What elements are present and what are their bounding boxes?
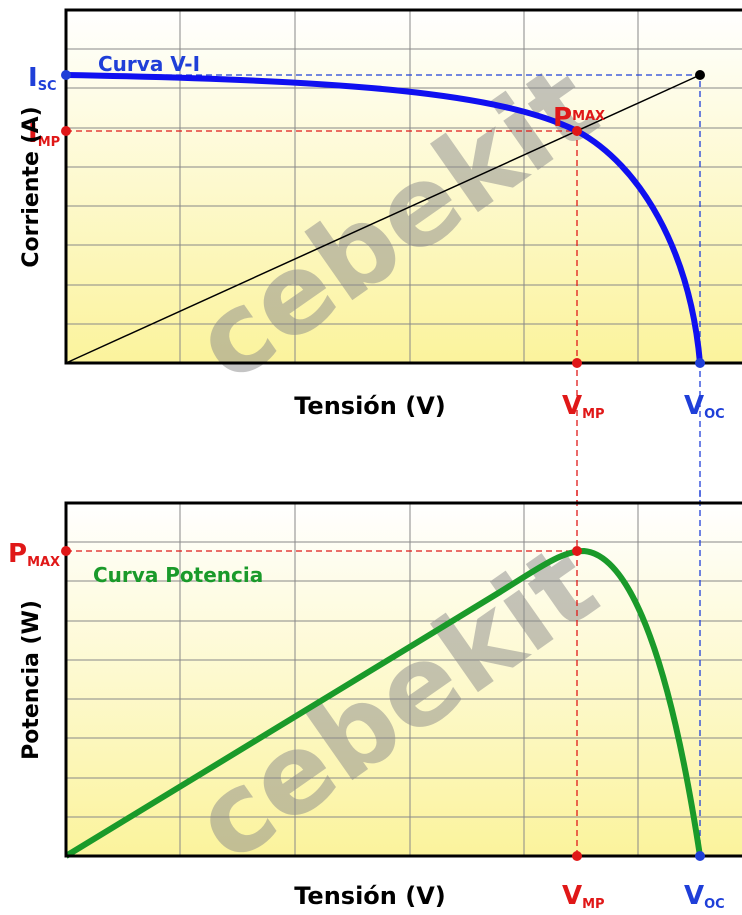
label-part: OC bbox=[704, 897, 725, 912]
label-part: MP bbox=[38, 135, 60, 150]
label-part: P bbox=[553, 103, 572, 133]
load-line bbox=[65, 74, 701, 364]
point bbox=[61, 70, 71, 80]
y-axis-label: Potencia (W) bbox=[19, 600, 44, 760]
point bbox=[61, 546, 71, 556]
point bbox=[572, 358, 582, 368]
point bbox=[695, 358, 705, 368]
label-part: OC bbox=[704, 407, 725, 422]
isc-label: ISC bbox=[28, 63, 57, 94]
y-axis-label: Corriente (A) bbox=[19, 106, 44, 267]
bottom-chart: cebekit Curva Potencia PMAX Potencia (W)… bbox=[8, 490, 742, 912]
point bbox=[61, 126, 71, 136]
label-part: MP bbox=[582, 407, 604, 422]
frame bbox=[64, 8, 742, 365]
label-part: V bbox=[684, 881, 704, 911]
vmp-label: VMP bbox=[562, 881, 605, 912]
point bbox=[695, 851, 705, 861]
label-part: I bbox=[28, 119, 38, 149]
iv-curve bbox=[65, 72, 703, 364]
x-axis-label: Tensión (V) bbox=[294, 882, 446, 910]
label-part: V bbox=[562, 881, 582, 911]
label-part: P bbox=[8, 539, 27, 569]
voc-label: VOC bbox=[684, 391, 725, 422]
label-part: MAX bbox=[572, 109, 605, 124]
plot-area bbox=[66, 10, 742, 363]
grid bbox=[66, 10, 742, 363]
grid bbox=[66, 503, 742, 856]
curve-label: Curva Potencia bbox=[93, 563, 263, 587]
imp-label: IMP bbox=[28, 119, 60, 150]
voc-label: VOC bbox=[684, 881, 725, 912]
label-part: V bbox=[562, 391, 582, 421]
point bbox=[572, 126, 582, 136]
power-curve bbox=[64, 547, 703, 859]
label-part: I bbox=[28, 63, 38, 93]
top-chart: cebekit Curva V-I ISC IMP PMAX Corriente… bbox=[19, 8, 742, 856]
label-part: MAX bbox=[27, 555, 60, 570]
point bbox=[572, 546, 582, 556]
label-part: MP bbox=[582, 897, 604, 912]
label-part: V bbox=[684, 391, 704, 421]
frame bbox=[64, 501, 742, 858]
point bbox=[572, 851, 582, 861]
point bbox=[695, 70, 705, 80]
pmax-label: PMAX bbox=[8, 539, 60, 570]
curve-label: Curva V-I bbox=[98, 52, 200, 76]
vmp-label: VMP bbox=[562, 391, 605, 422]
pmax-label: PMAX bbox=[553, 103, 605, 133]
x-axis-label: Tensión (V) bbox=[294, 392, 446, 420]
plot-area bbox=[66, 503, 742, 856]
label-part: SC bbox=[38, 79, 57, 94]
